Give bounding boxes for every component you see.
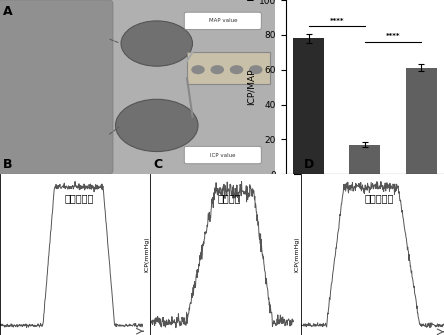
FancyBboxPatch shape	[184, 12, 261, 29]
FancyBboxPatch shape	[0, 0, 113, 174]
Text: D: D	[304, 158, 314, 171]
Text: 空白对照组: 空白对照组	[64, 194, 93, 203]
Y-axis label: ICP/MAP: ICP/MAP	[247, 69, 256, 105]
Circle shape	[250, 66, 262, 73]
Text: MAP value: MAP value	[209, 18, 237, 23]
Text: ****: ****	[329, 17, 344, 23]
Circle shape	[115, 99, 198, 151]
Text: B: B	[3, 158, 12, 171]
Text: C: C	[153, 158, 163, 171]
Circle shape	[121, 21, 193, 66]
Y-axis label: ICP(mmHg): ICP(mmHg)	[144, 237, 149, 272]
Bar	[349, 145, 381, 174]
Text: A: A	[3, 5, 12, 18]
Text: E: E	[246, 0, 255, 4]
Circle shape	[211, 66, 223, 73]
Bar	[406, 68, 437, 174]
Y-axis label: ICP(mmHg): ICP(mmHg)	[294, 237, 299, 272]
FancyBboxPatch shape	[184, 146, 261, 164]
Text: 干预实验组: 干预实验组	[365, 194, 394, 203]
Bar	[187, 52, 270, 84]
Text: ICP value: ICP value	[210, 152, 235, 157]
Text: ****: ****	[386, 33, 400, 39]
Circle shape	[192, 66, 204, 73]
Text: 假手术组: 假手术组	[218, 194, 241, 203]
Circle shape	[230, 66, 242, 73]
Bar	[293, 38, 324, 174]
